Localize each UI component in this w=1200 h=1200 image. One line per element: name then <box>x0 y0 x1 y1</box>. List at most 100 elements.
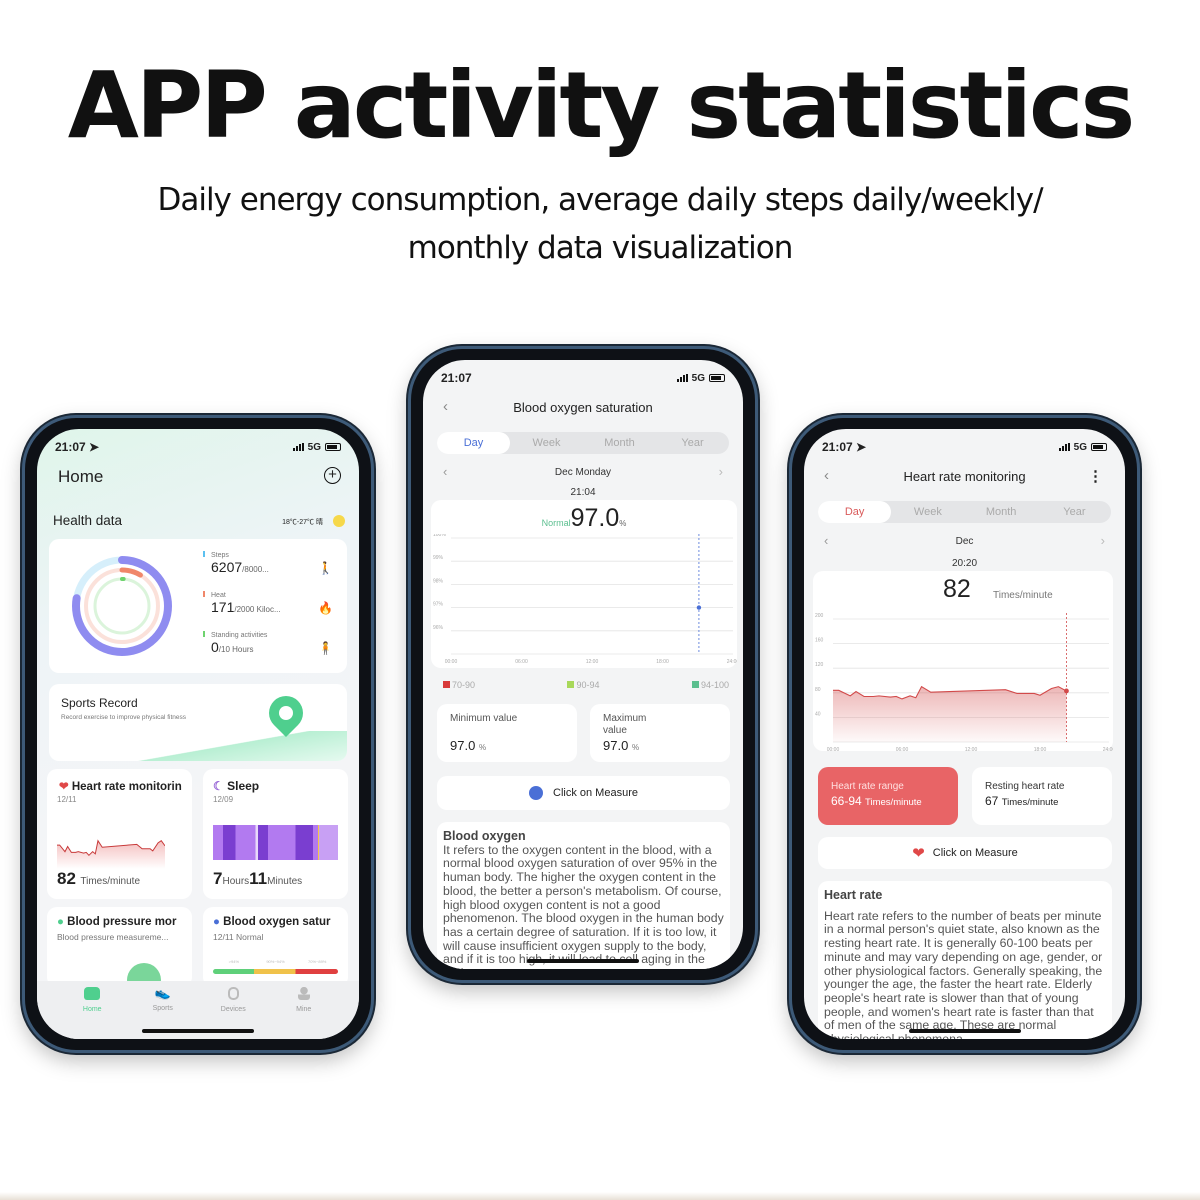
tab-month[interactable]: Month <box>985 506 1017 518</box>
home-indicator <box>908 1029 1021 1033</box>
blood-pressure-card[interactable]: ● Blood pressure mor Blood pressure meas… <box>47 907 192 987</box>
x-tick-label: 06:00 <box>515 659 528 664</box>
page-title: Blood oxygen saturation <box>513 400 653 415</box>
back-button[interactable]: ‹ <box>443 398 448 415</box>
tab-month[interactable]: Month <box>604 437 635 449</box>
status-time: 21:07 <box>441 371 472 385</box>
metric-marker <box>203 631 205 637</box>
heart-icon: ❤ <box>59 781 69 793</box>
subtitle-line-1: Daily energy consumption, average daily … <box>157 182 1043 218</box>
sleep-hours-unit: Hours <box>222 876 250 887</box>
tab-label: Home <box>82 1006 102 1013</box>
oxygen-drop-icon <box>529 786 543 800</box>
more-options-icon[interactable]: ⋮ <box>1088 468 1103 485</box>
y-tick-label: 200 <box>815 613 824 619</box>
phone-heart-rate: 21:07 ➤ 5G ‹ Heart rate monitoring ⋮ Day… <box>789 415 1140 1053</box>
page-title: Heart rate monitoring <box>903 469 1026 484</box>
status-time: 21:07 <box>822 440 853 454</box>
heart-rate-chart: 200 160 120 80 40 00:00 06:00 12:00 18:00 24:00 <box>815 613 1113 751</box>
network-label: 5G <box>691 372 705 384</box>
tab-day[interactable]: Day <box>437 432 510 454</box>
legend-item: 90-94 <box>567 680 600 690</box>
home-screen: 21:07 ➤ 5G Home + Health data 18℃-27℃ 晴 … <box>37 429 359 1039</box>
description-text: Heart rate refers to the number of beats… <box>824 908 1103 1039</box>
date-label: Dec <box>955 536 974 547</box>
measure-label: Click on Measure <box>932 847 1018 859</box>
resting-unit: Times/minute <box>1001 797 1059 808</box>
tab-label: Sports <box>152 1005 173 1012</box>
resting-heart-rate-card: Resting heart rate 67 Times/minute <box>972 767 1112 825</box>
sports-record-card[interactable]: Sports Record Record exercise to improve… <box>49 684 347 761</box>
ring-progress-Standing activities <box>93 577 151 635</box>
heart-rate-line <box>833 685 1067 700</box>
time-label: 20:20 <box>951 558 978 569</box>
heart-card-title: Heart rate monitorin <box>71 781 182 793</box>
next-date-button[interactable]: › <box>718 464 723 479</box>
prev-date-button[interactable]: ‹ <box>824 533 829 548</box>
home-indicator <box>527 959 639 963</box>
metric-1[interactable]: Heat 171/2000 Kiloc... 🔥 <box>203 591 333 631</box>
metric-label: Standing activities <box>211 632 268 639</box>
tab-mine[interactable]: Mine <box>269 981 340 1039</box>
signal-icon <box>292 443 304 451</box>
blood-oxygen-card[interactable]: ● Blood oxygen satur 12/11 Normal >94% 90… <box>203 907 348 987</box>
y-tick-label: 40 <box>815 711 821 717</box>
oxygen-chart: 100% 99% 98% 97% 96% 00:00 06:00 12:00 18:00 24:0… <box>433 534 737 664</box>
tab-year[interactable]: Year <box>681 437 704 449</box>
plus-circle-icon[interactable]: + <box>324 467 341 484</box>
tab-devices[interactable]: Devices <box>198 981 269 1039</box>
oxygen-value: 97.0 <box>570 504 620 532</box>
metric-2[interactable]: Standing activities 0/10 Hours 🧍 <box>203 631 333 671</box>
home-indicator <box>142 1029 254 1033</box>
watch-icon <box>227 987 239 1000</box>
tab-year[interactable]: Year <box>1063 506 1086 518</box>
bp-card-subtitle: Blood pressure measureme... <box>57 932 169 942</box>
x-tick-label: 12:00 <box>965 747 978 751</box>
min-value-card: Minimum value 97.0 % <box>437 704 577 762</box>
track-graphic <box>49 731 347 761</box>
legend-label: 70-90 <box>452 680 476 690</box>
oxygen-range-bar <box>213 969 338 974</box>
y-tick-label: 160 <box>815 638 824 644</box>
max-label: Maximum value <box>603 713 647 736</box>
signal-icon <box>1058 443 1070 451</box>
min-value: 97.0 <box>450 738 476 753</box>
tab-label: Devices <box>220 1006 246 1013</box>
sleep-card[interactable]: ☾ Sleep 12/09 7Hours11Minutes <box>203 769 348 899</box>
health-data-card[interactable]: Steps 6207/8000... 🚶 Heat 171/2000 Kiloc.… <box>49 539 347 673</box>
heart-rate-range-card: Heart rate range 66-94 Times/minute <box>818 767 958 825</box>
sleep-card-date: 12/09 <box>213 795 234 804</box>
back-button[interactable]: ‹ <box>824 467 829 484</box>
prev-date-button[interactable]: ‹ <box>443 464 448 479</box>
heart-pulse-icon: ❤ <box>912 845 925 862</box>
data-point <box>696 605 702 610</box>
heart-rate-card[interactable]: ❤ Heart rate monitorin 12/11 82 Times/mi… <box>47 769 192 899</box>
x-tick-label: 00:00 <box>827 747 840 751</box>
time-label: 21:04 <box>570 487 596 498</box>
tab-sports[interactable]: 👟 Sports <box>128 981 199 1039</box>
blood-oxygen-screen: 21:07 5G ‹ Blood oxygen saturation Day W… <box>423 360 743 969</box>
y-tick-label: 98% <box>433 578 444 584</box>
measure-button[interactable]: Click on Measure <box>437 776 730 810</box>
heart-rate-description: Heart rate Heart rate refers to the numb… <box>818 881 1112 1039</box>
oxygen-status: Normal <box>541 518 571 528</box>
min-label: Minimum value <box>450 713 518 724</box>
moon-icon: ☾ <box>213 779 224 793</box>
date-label: Dec Monday <box>554 467 612 478</box>
home-icon <box>84 987 101 1000</box>
legend-label: 94-100 <box>700 680 729 690</box>
battery-icon <box>1091 443 1107 451</box>
x-tick-label: 06:00 <box>896 747 909 751</box>
resting-label: Resting heart rate <box>985 781 1065 792</box>
metric-0[interactable]: Steps 6207/8000... 🚶 <box>203 551 333 591</box>
metric-goal: /8000... <box>242 565 269 574</box>
range-label: Heart rate range <box>831 781 904 792</box>
sparkline-line <box>57 839 165 857</box>
battery-icon <box>709 374 725 382</box>
tab-week[interactable]: Week <box>913 506 942 518</box>
tab-home[interactable]: Home <box>57 981 128 1039</box>
measure-button[interactable]: ❤ Click on Measure <box>818 837 1112 869</box>
tab-week[interactable]: Week <box>532 437 561 449</box>
tab-day[interactable]: Day <box>818 501 892 523</box>
next-date-button[interactable]: › <box>1100 533 1105 548</box>
